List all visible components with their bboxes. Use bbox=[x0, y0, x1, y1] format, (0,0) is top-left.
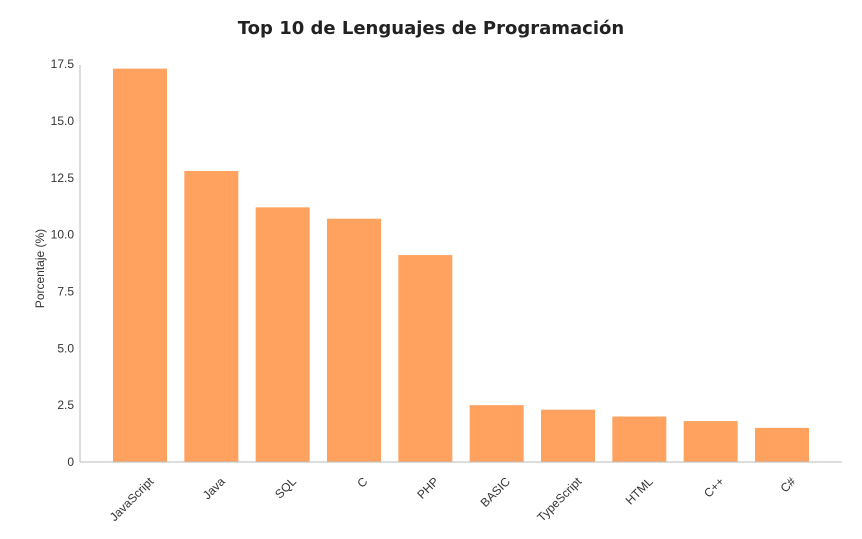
x-tick-label: TypeScript bbox=[534, 474, 584, 524]
chart-title: Top 10 de Lenguajes de Programación bbox=[237, 18, 625, 39]
bar-typescript bbox=[541, 409, 595, 462]
y-tick-label: 12.5 bbox=[51, 171, 75, 185]
x-tick-label: BASIC bbox=[478, 474, 514, 510]
bars-group bbox=[113, 68, 809, 463]
bar-cplusplus bbox=[683, 421, 738, 462]
x-tick-label: PHP bbox=[414, 474, 441, 501]
y-tick-label: 10.0 bbox=[51, 228, 75, 242]
bar-c bbox=[327, 218, 381, 462]
bar-csharp bbox=[755, 427, 809, 462]
x-axis-ticks: JavaScript Java SQL C PHP BASIC TypeScript HTML… bbox=[107, 474, 799, 524]
y-tick-label: 7.5 bbox=[57, 284, 74, 298]
x-tick-label: HTML bbox=[623, 474, 656, 507]
y-axis-ticks: 0 2.5 5.0 7.5 10.0 12.5 15.0 17.5 bbox=[51, 57, 75, 469]
x-tick-label: SQL bbox=[272, 474, 299, 501]
x-tick-label: C bbox=[354, 474, 370, 490]
bar-html bbox=[612, 416, 667, 462]
x-tick-label: Java bbox=[200, 474, 228, 502]
y-tick-label: 5.0 bbox=[57, 341, 74, 355]
y-tick-label: 15.0 bbox=[51, 114, 75, 128]
y-tick-label: 0 bbox=[67, 455, 74, 469]
bar-basic bbox=[469, 405, 524, 462]
bar-sql bbox=[255, 207, 310, 462]
x-tick-label: JavaScript bbox=[107, 474, 157, 524]
y-tick-label: 17.5 bbox=[51, 57, 75, 71]
bar-php bbox=[398, 255, 453, 462]
bar-javascript bbox=[113, 68, 167, 462]
x-tick-label: C# bbox=[778, 474, 799, 495]
x-tick-label: C++ bbox=[701, 474, 727, 500]
y-axis-title: Porcentaje (%) bbox=[33, 229, 47, 308]
bar-java bbox=[184, 170, 239, 463]
y-tick-label: 2.5 bbox=[57, 398, 74, 412]
